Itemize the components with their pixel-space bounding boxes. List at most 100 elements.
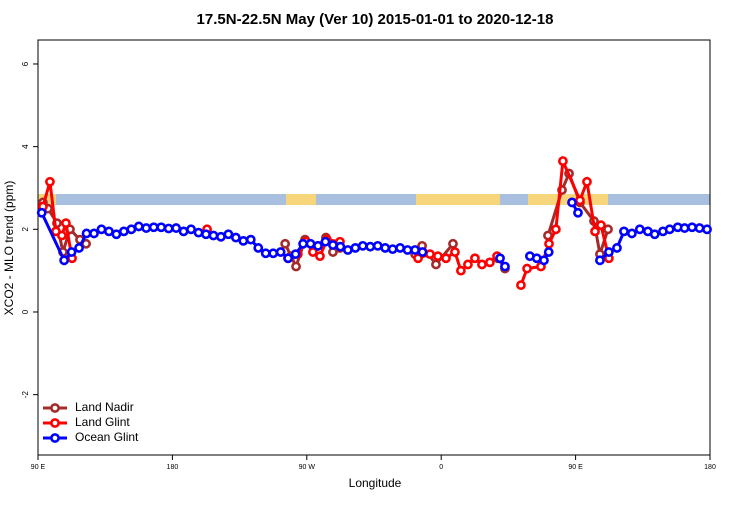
- data-point: [118, 226, 129, 237]
- data-point: [148, 222, 159, 233]
- data-point: [626, 228, 637, 239]
- data-point: [544, 238, 554, 249]
- data-point: [171, 223, 182, 233]
- data-point: [431, 259, 441, 270]
- x-tick-label: 180: [167, 464, 179, 471]
- data-point: [238, 235, 249, 246]
- data-point: [260, 248, 271, 259]
- data-point: [275, 247, 286, 257]
- data-point: [484, 257, 495, 268]
- y-axis-label: XCO2 - MLO trend (ppm): [2, 181, 16, 316]
- data-point: [283, 253, 294, 264]
- data-point: [679, 223, 690, 233]
- data-point: [448, 238, 458, 249]
- land-strip: [528, 194, 608, 205]
- data-point: [230, 232, 241, 243]
- data-point: [208, 230, 219, 241]
- data-point: [425, 249, 435, 260]
- data-point: [410, 245, 420, 255]
- data-point: [702, 224, 712, 235]
- data-point: [380, 243, 391, 253]
- data-point: [450, 247, 460, 257]
- ocean-strip: [38, 194, 710, 205]
- y-tick-label: 6: [21, 61, 30, 66]
- data-point: [596, 220, 606, 231]
- data-point: [350, 243, 361, 253]
- data-point: [313, 240, 323, 251]
- data-point: [178, 226, 189, 237]
- map-strip: [38, 194, 710, 205]
- data-point: [74, 243, 84, 253]
- data-point: [687, 222, 697, 233]
- data-point: [342, 245, 353, 255]
- data-point: [156, 222, 167, 233]
- data-point: [516, 280, 526, 291]
- data-point: [456, 265, 466, 276]
- legend-label: Land Nadir: [75, 400, 134, 414]
- legend-marker: [50, 433, 60, 443]
- data-point: [413, 253, 423, 264]
- data-point: [664, 224, 675, 235]
- data-point: [291, 261, 301, 272]
- data-point: [96, 224, 107, 235]
- data-point: [582, 176, 592, 187]
- data-point: [603, 224, 613, 235]
- data-point: [268, 248, 279, 259]
- legend-marker: [50, 403, 60, 413]
- x-axis-label: Longitude: [349, 476, 402, 490]
- x-tick-label: 90 W: [299, 464, 316, 471]
- data-point: [357, 240, 368, 251]
- data-point: [573, 207, 583, 218]
- land-strip: [286, 194, 316, 205]
- data-point: [372, 240, 383, 251]
- data-point: [45, 176, 55, 187]
- data-point: [604, 247, 614, 257]
- chart-title: 17.5N-22.5N May (Ver 10) 2015-01-01 to 2…: [197, 11, 554, 28]
- data-point: [56, 230, 67, 241]
- data-point: [694, 223, 705, 233]
- data-point: [567, 197, 577, 208]
- data-point: [315, 251, 325, 262]
- data-point: [417, 247, 428, 257]
- data-point: [216, 231, 226, 242]
- data-point: [141, 223, 152, 233]
- y-tick-label: 0: [21, 309, 30, 314]
- data-point: [126, 224, 137, 235]
- data-point: [590, 226, 600, 237]
- data-point: [328, 240, 338, 250]
- data-point: [387, 244, 398, 255]
- data-point: [634, 224, 645, 235]
- data-point: [470, 253, 480, 264]
- data-point: [201, 229, 211, 240]
- data-point: [395, 243, 406, 253]
- legend-label: Ocean Glint: [75, 430, 139, 444]
- y-tick-label: 4: [21, 144, 30, 149]
- data-point: [133, 221, 144, 232]
- data-point: [539, 255, 549, 266]
- data-point: [365, 241, 376, 252]
- data-point: [66, 247, 77, 257]
- data-point: [619, 226, 629, 237]
- data-point: [81, 228, 92, 239]
- data-point: [433, 251, 443, 262]
- data-point: [89, 228, 99, 239]
- data-point: [305, 238, 316, 249]
- data-point: [543, 247, 554, 257]
- data-point: [245, 234, 256, 245]
- x-tick-label: 90 E: [31, 464, 46, 471]
- data-point: [477, 259, 487, 270]
- data-point: [402, 245, 413, 255]
- data-point: [495, 253, 505, 264]
- series-line: [41, 169, 610, 271]
- data-point: [223, 229, 234, 240]
- data-point: [163, 223, 174, 234]
- legend-marker: [50, 418, 60, 428]
- legend-label: Land Glint: [75, 415, 130, 429]
- x-tick-label: 180: [704, 464, 716, 471]
- data-point: [441, 253, 451, 264]
- data-point: [558, 156, 568, 167]
- data-point: [193, 227, 204, 238]
- data-point: [595, 255, 605, 266]
- data-point: [186, 224, 196, 235]
